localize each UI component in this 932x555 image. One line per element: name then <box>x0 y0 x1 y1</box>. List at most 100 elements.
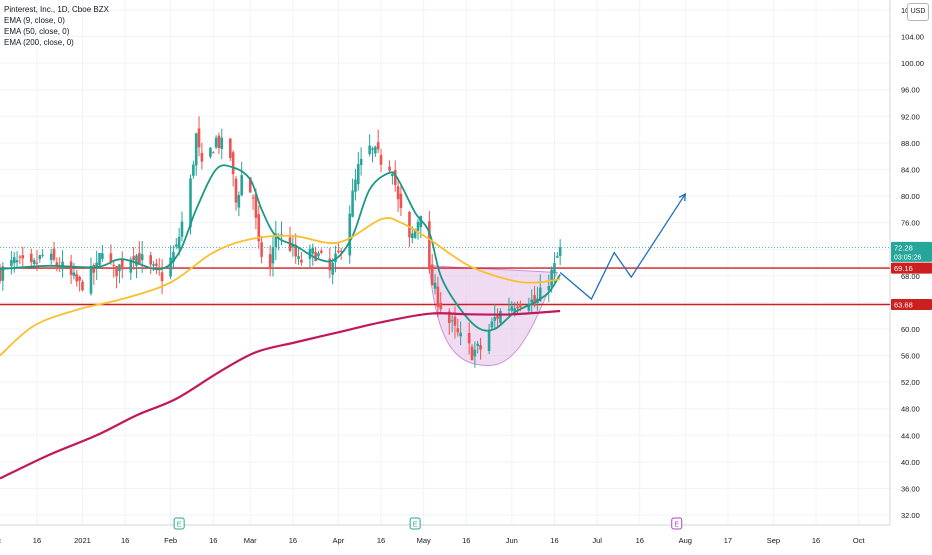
candle-body <box>55 262 59 266</box>
candle-body <box>214 137 218 148</box>
projection-arrowhead <box>678 192 687 202</box>
y-tick-label: 80.00 <box>901 192 920 201</box>
earnings-marker-label: E <box>413 522 418 529</box>
candle-body <box>379 155 383 165</box>
candle-body <box>231 152 235 175</box>
candle-body <box>374 146 377 154</box>
symbol-title[interactable]: Pinterest, Inc., 1D, Cboe BZX <box>4 5 109 14</box>
y-tick-label: 36.00 <box>901 484 920 493</box>
y-tick-label: 96.00 <box>901 86 920 95</box>
candle-body <box>237 195 241 208</box>
y-tick-label: 40.00 <box>901 458 920 467</box>
candle-body <box>152 264 155 266</box>
candle-body <box>428 221 431 270</box>
ema-lines <box>0 164 561 480</box>
candle-body <box>393 170 397 185</box>
candle-body <box>197 128 201 148</box>
candle-body <box>348 213 352 256</box>
projection-path <box>559 193 686 301</box>
candle-body <box>467 333 471 344</box>
candle-body <box>140 254 144 261</box>
candle-body <box>58 265 62 269</box>
candle-body <box>507 309 511 311</box>
y-tick-label: 100.00 <box>901 59 924 68</box>
ema50-legend[interactable]: EMA (50, close, 0) <box>4 27 70 36</box>
candle-body <box>189 178 192 228</box>
candle-body <box>311 247 315 254</box>
x-tick-label: May <box>417 536 431 545</box>
candle-body <box>234 178 238 203</box>
x-tick-label: 16 <box>121 536 129 545</box>
y-tick-label: 48.00 <box>901 405 920 414</box>
y-tick-label: 68.00 <box>901 272 920 281</box>
candle-body <box>229 138 232 158</box>
resistance-price-label-bg <box>891 262 932 274</box>
candle-body <box>12 257 16 264</box>
candle-body <box>0 267 2 282</box>
candle-body <box>337 250 340 253</box>
candle-body <box>547 285 551 290</box>
x-tick-label: Oct <box>853 536 866 545</box>
earnings-marker-label: E <box>177 522 182 529</box>
candle-body <box>49 253 53 261</box>
candle-body <box>516 306 519 309</box>
candle-body <box>371 148 374 150</box>
candle-body <box>297 256 300 260</box>
ema9-legend[interactable]: EMA (9, close, 0) <box>4 16 65 25</box>
candle-body <box>459 332 462 337</box>
candle-body <box>169 257 172 277</box>
candle-body <box>447 311 451 324</box>
candle-body <box>359 158 363 166</box>
last-price-label: 72.28 <box>894 243 913 252</box>
candle-body <box>129 259 133 273</box>
candle-body <box>192 164 195 176</box>
candle-body <box>456 328 460 333</box>
candle-body <box>496 315 499 319</box>
y-tick-label: 88.00 <box>901 139 920 148</box>
candle-body <box>21 255 25 259</box>
candle-body <box>334 253 337 263</box>
candle-body <box>527 303 531 311</box>
candle-body <box>490 321 494 328</box>
candle-body <box>92 264 96 273</box>
support-price-label: 63.68 <box>894 301 913 310</box>
candle-body <box>354 179 357 192</box>
earnings-marker[interactable]: E <box>409 517 421 530</box>
candle-body <box>433 282 437 289</box>
x-tick-label: Mar <box>244 536 257 545</box>
earnings-marker[interactable]: E <box>671 517 683 530</box>
y-tick-label: 84.00 <box>901 165 920 174</box>
projection-drawing[interactable] <box>559 192 687 301</box>
candle-body <box>294 244 298 257</box>
candle-body <box>479 345 482 350</box>
earnings-marker[interactable]: E <box>173 517 185 530</box>
candle-body <box>120 258 124 270</box>
candle-body <box>453 316 457 326</box>
candle-body <box>248 177 252 193</box>
candle-body <box>510 306 514 312</box>
candle-body <box>109 253 113 262</box>
ema50-line <box>0 217 561 357</box>
x-tick-label: 16 <box>636 536 644 545</box>
x-tick-label: Jun <box>506 536 518 545</box>
currency-button[interactable]: USD <box>907 3 929 21</box>
candle-body <box>268 254 272 268</box>
x-tick-label: 16 <box>550 536 558 545</box>
candle-body <box>177 236 181 249</box>
candle-body <box>550 269 553 286</box>
ema200-legend[interactable]: EMA (200, close, 0) <box>4 38 74 47</box>
candle-body <box>257 214 261 242</box>
ema9-line <box>0 164 561 332</box>
candle-body <box>376 142 380 150</box>
y-tick-label: 76.00 <box>901 219 920 228</box>
candle-body <box>436 286 440 308</box>
candle-body <box>78 276 81 281</box>
candle-body <box>556 256 559 258</box>
candle-body <box>291 244 295 248</box>
candle-body <box>115 265 118 277</box>
earnings-marker-label: E <box>674 522 679 529</box>
candle-body <box>149 255 153 265</box>
